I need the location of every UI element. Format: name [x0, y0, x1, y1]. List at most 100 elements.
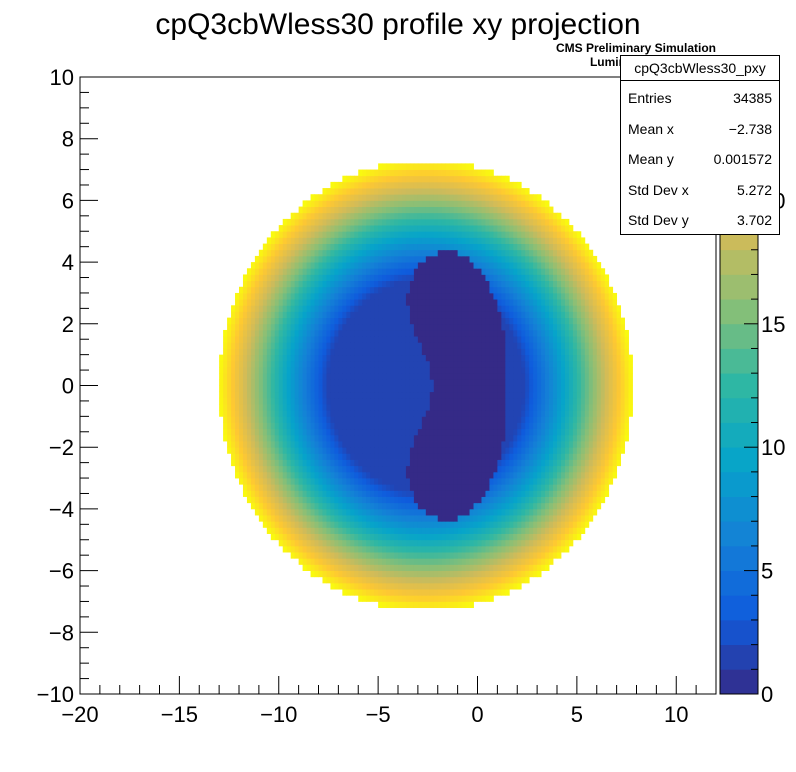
heatmap-cell	[266, 336, 272, 343]
heatmap-cell	[596, 354, 602, 362]
heatmap-cell	[580, 521, 586, 528]
heatmap-cell	[334, 576, 339, 584]
heatmap-cell	[433, 354, 439, 362]
heatmap-cell	[258, 465, 264, 473]
heatmap-cell	[461, 428, 466, 436]
heatmap-cell	[250, 471, 256, 479]
heatmap-cell	[302, 404, 307, 411]
heatmap-cell	[421, 465, 427, 473]
heatmap-cell	[513, 459, 518, 467]
heatmap-cell	[318, 490, 323, 497]
heatmap-cell	[342, 416, 347, 423]
heatmap-cell	[286, 391, 292, 399]
heatmap-cell	[417, 360, 423, 368]
heatmap-cell	[473, 329, 478, 337]
heatmap-cell	[370, 274, 375, 282]
heatmap-cell	[457, 515, 463, 522]
heatmap-cell	[370, 268, 375, 275]
heatmap-cell	[250, 428, 256, 436]
heatmap-cell	[473, 453, 478, 460]
heatmap-cell	[465, 576, 470, 584]
heatmap-cell	[461, 348, 466, 356]
heatmap-cell	[485, 478, 490, 485]
heatmap-cell	[596, 311, 602, 319]
heatmap-cell	[298, 496, 304, 504]
heatmap-cell	[553, 323, 558, 331]
heatmap-cell	[334, 385, 339, 393]
heatmap-cell	[235, 441, 240, 448]
heatmap-cell	[413, 570, 419, 578]
heatmap-cell	[358, 305, 363, 312]
heatmap-cell	[568, 410, 574, 417]
heatmap-cell	[374, 385, 379, 393]
heatmap-cell	[326, 342, 331, 349]
heatmap-cell	[409, 342, 415, 349]
heatmap-cell	[477, 484, 482, 491]
heatmap-cell	[242, 385, 248, 393]
heatmap-cell	[441, 508, 447, 516]
heatmap-cell	[477, 428, 482, 436]
heatmap-cell	[398, 453, 403, 460]
heatmap-cell	[413, 292, 419, 300]
heatmap-cell	[489, 496, 494, 504]
heatmap-cell	[469, 552, 474, 559]
heatmap-cell	[549, 366, 554, 374]
heatmap-cell	[616, 360, 622, 368]
heatmap-cell	[541, 286, 546, 294]
heatmap-cell	[310, 521, 315, 528]
heatmap-cell	[588, 317, 594, 325]
heatmap-cell	[362, 317, 367, 325]
heatmap-cell	[616, 453, 622, 460]
heatmap-cell	[473, 299, 478, 306]
heatmap-cell	[398, 342, 403, 349]
heatmap-cell	[370, 391, 375, 399]
heatmap-cell	[557, 404, 562, 411]
heatmap-cell	[262, 478, 268, 485]
heatmap-cell	[334, 274, 339, 282]
heatmap-cell	[405, 545, 411, 553]
heatmap-cell	[278, 286, 284, 294]
heatmap-cell	[358, 348, 363, 356]
heatmap-cell	[409, 268, 415, 275]
heatmap-cell	[350, 329, 355, 337]
heatmap-cell	[338, 545, 343, 553]
heatmap-cell	[374, 274, 379, 282]
heatmap-cell	[445, 558, 451, 565]
heatmap-cell	[608, 360, 614, 368]
heatmap-cell	[517, 564, 522, 571]
heatmap-cell	[469, 360, 474, 368]
heatmap-cell	[600, 441, 606, 448]
heatmap-cell	[433, 255, 439, 263]
heatmap-cell	[572, 286, 578, 294]
heatmap-cell	[358, 422, 363, 430]
heatmap-cell	[465, 471, 470, 479]
heatmap-cell	[541, 527, 546, 534]
heatmap-cell	[481, 404, 486, 411]
heatmap-cell	[509, 521, 514, 528]
heatmap-cell	[401, 354, 407, 362]
heatmap-cell	[417, 336, 423, 343]
heatmap-cell	[481, 428, 486, 436]
heatmap-cell	[413, 366, 419, 374]
heatmap-cell	[457, 496, 463, 504]
heatmap-cell	[568, 323, 574, 331]
heatmap-cell	[525, 564, 530, 571]
heatmap-cell	[258, 292, 264, 300]
heatmap-cell	[469, 428, 474, 436]
heatmap-cell	[437, 268, 443, 275]
heatmap-cell	[282, 342, 288, 349]
heatmap-cell	[417, 348, 423, 356]
heatmap-cell	[350, 255, 355, 263]
heatmap-cell	[390, 521, 395, 528]
heatmap-cell	[421, 342, 427, 349]
heatmap-cell	[489, 366, 494, 374]
heatmap-cell	[429, 582, 435, 590]
heatmap-cell	[596, 286, 602, 294]
heatmap-cell	[378, 311, 383, 319]
heatmap-cell	[560, 299, 566, 306]
heatmap-cell	[334, 539, 339, 547]
heatmap-cell	[330, 410, 335, 417]
heatmap-cell	[386, 336, 391, 343]
heatmap-cell	[489, 471, 494, 479]
heatmap-cell	[521, 484, 526, 491]
